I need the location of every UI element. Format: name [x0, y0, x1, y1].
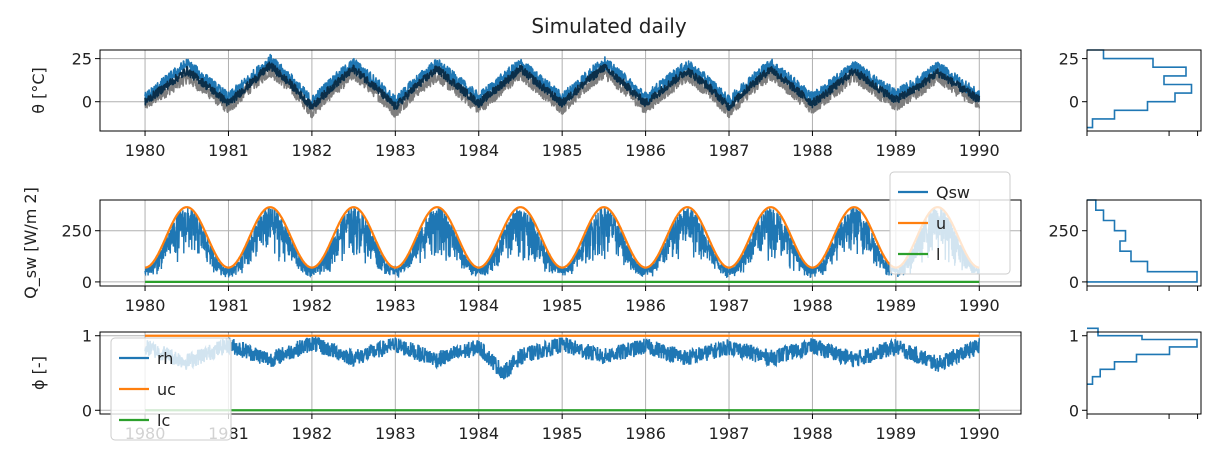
series-line-u — [144, 206, 980, 269]
x-tick-label: 1980 — [125, 296, 166, 315]
y-tick-label: 0 — [82, 93, 92, 112]
y-tick-label: 0 — [82, 273, 92, 292]
legend-label: uc — [157, 380, 176, 399]
x-tick-label: 1988 — [792, 296, 833, 315]
panel-3: 1980198119821983198419851986198719881989… — [29, 327, 1022, 443]
x-tick-label: 1982 — [292, 424, 333, 443]
series-line — [144, 61, 981, 111]
histogram-3: 01 — [1069, 327, 1202, 420]
legend-box — [110, 337, 232, 441]
x-tick-label: 1990 — [959, 424, 1000, 443]
x-tick-label: 1988 — [792, 424, 833, 443]
hist-y-tick-label: 0 — [1069, 93, 1079, 112]
histogram-frame — [1086, 199, 1202, 287]
x-tick-label: 1986 — [625, 424, 666, 443]
x-tick-label: 1987 — [709, 296, 750, 315]
y-tick-label: 0 — [82, 401, 92, 420]
y-axis-label: θ [°C] — [29, 67, 48, 114]
histogram-frame — [1086, 331, 1202, 415]
x-tick-label: 1981 — [208, 141, 249, 160]
x-tick-label: 1984 — [458, 424, 499, 443]
x-tick-label: 1985 — [542, 424, 583, 443]
x-tick-label: 1986 — [625, 141, 666, 160]
hist-y-tick-label: 0 — [1069, 273, 1079, 292]
hist-y-tick-label: 250 — [1048, 222, 1079, 241]
x-tick-label: 1985 — [542, 141, 583, 160]
axes-frame — [99, 331, 1022, 415]
chart-title: Simulated daily — [531, 14, 686, 38]
histogram-steps — [1087, 49, 1193, 129]
hist-y-tick-label: 25 — [1059, 50, 1079, 69]
x-tick-label: 1986 — [625, 296, 666, 315]
y-tick-label: 25 — [72, 50, 92, 69]
x-tick-label: 1987 — [709, 141, 750, 160]
hist-y-tick-label: 1 — [1069, 327, 1079, 346]
y-axis-label: Q_sw [W/m 2] — [21, 187, 41, 299]
legend: rh uc lc — [110, 337, 232, 441]
panel-1: 1980 1981 1982 1983 1984 1985 1986 1987 1988 1989… — [29, 49, 1022, 160]
histogram-1: 0 25 — [1059, 49, 1202, 136]
x-tick-label: 1983 — [375, 141, 416, 160]
legend-label: l — [936, 245, 940, 264]
y-axis-label: ϕ [-] — [29, 356, 48, 390]
x-tick-label: 1987 — [709, 424, 750, 443]
axes-frame — [99, 199, 1022, 287]
legend: Qsw ul — [889, 171, 1011, 275]
x-tick-label: 1989 — [876, 424, 917, 443]
x-tick-label: 1989 — [876, 141, 917, 160]
series-line — [144, 65, 981, 119]
x-tick-label: 1981 — [208, 296, 249, 315]
x-tick-label: 1983 — [375, 424, 416, 443]
x-tick-label: 1980 — [125, 141, 166, 160]
y-tick-label: 1 — [82, 327, 92, 346]
histogram-frame — [1086, 49, 1202, 132]
y-tick-label: 250 — [61, 222, 92, 241]
x-tick-label: 1982 — [292, 296, 333, 315]
panel-2: 1980 1981 1982 1983 1984 1985 1986 1987 1988 1989… — [21, 171, 1022, 315]
x-tick-label: 1983 — [375, 296, 416, 315]
x-tick-label: 1990 — [959, 141, 1000, 160]
legend-label: lc — [157, 411, 170, 430]
x-tick-label: 1985 — [542, 296, 583, 315]
x-tick-label: 1990 — [959, 296, 1000, 315]
x-tick-label: 1984 — [458, 296, 499, 315]
histogram-steps — [1087, 327, 1198, 385]
x-tick-label: 1984 — [458, 141, 499, 160]
legend-label: rh — [157, 349, 173, 368]
hist-y-tick-label: 0 — [1069, 401, 1079, 420]
axes-frame — [99, 49, 1022, 132]
histogram-2: 0 250 — [1048, 199, 1202, 292]
series-line-rh — [144, 336, 981, 380]
x-tick-label: 1989 — [876, 296, 917, 315]
legend-label: Qsw — [936, 183, 970, 202]
histogram-steps — [1087, 199, 1198, 283]
x-tick-label: 1988 — [792, 141, 833, 160]
x-tick-label: 1982 — [292, 141, 333, 160]
legend-label: u — [936, 214, 946, 233]
legend-box — [889, 171, 1011, 275]
